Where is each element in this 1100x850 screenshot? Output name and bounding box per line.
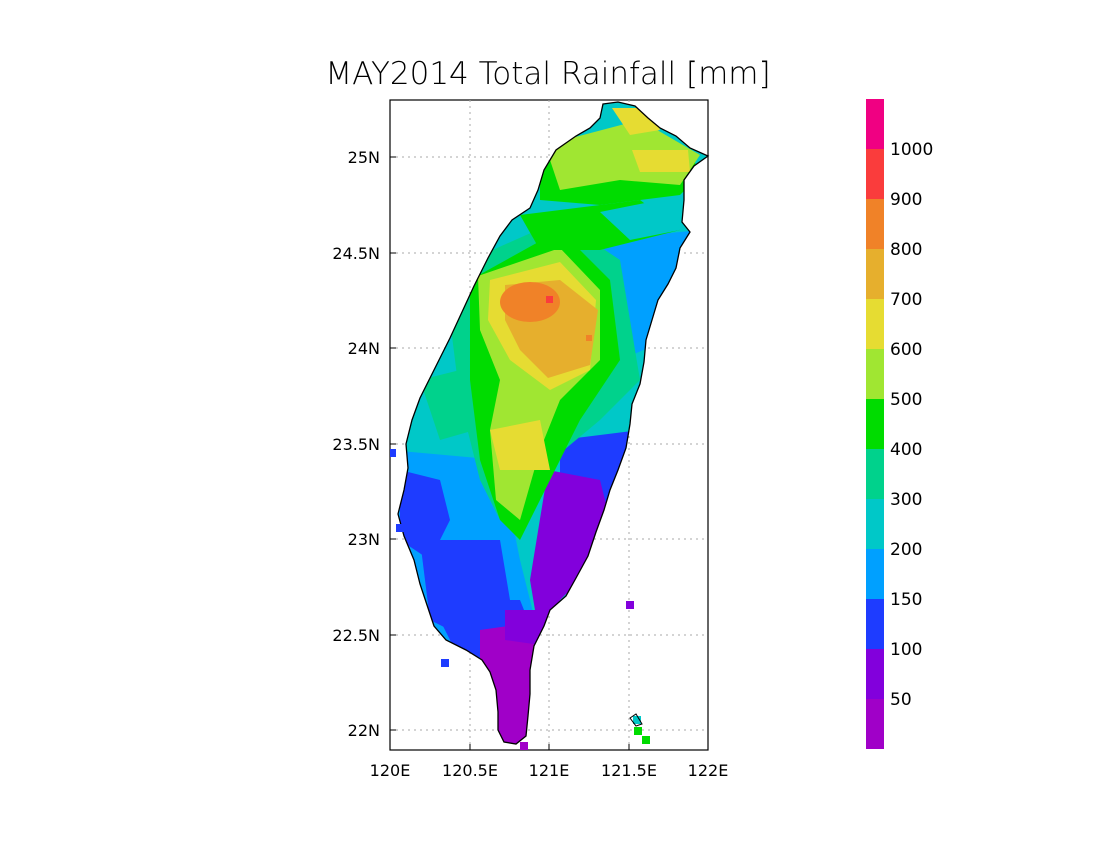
x-tick-label: 120E (370, 761, 411, 780)
colorbar-segment (866, 649, 884, 699)
y-tick-label: 23.5N (332, 435, 380, 454)
colorbar-label: 150 (890, 590, 922, 610)
colorbar-label: 1000 (890, 140, 933, 160)
colorbar-label: 600 (890, 340, 922, 360)
colorbar-segment (866, 149, 884, 199)
colorbar-segment (866, 249, 884, 299)
axis-ticks (389, 156, 709, 750)
x-tick-label: 122E (688, 761, 729, 780)
colorbar-segment (866, 499, 884, 549)
colorbar-segment (866, 299, 884, 349)
x-tick-label: 120.5E (442, 761, 498, 780)
colorbar-label: 400 (890, 440, 922, 460)
colorbar-label: 500 (890, 390, 922, 410)
y-tick-label: 24N (348, 339, 380, 358)
colorbar-segment (866, 449, 884, 499)
y-tick-labels: 22N 22.5N 23N 23.5N 24N 24.5N 25N (332, 148, 380, 740)
x-tick-label: 121E (529, 761, 570, 780)
colorbar-label: 50 (890, 690, 912, 710)
colorbar-segment (866, 599, 884, 649)
colorbar-label: 200 (890, 540, 922, 560)
colorbar-label: 700 (890, 290, 922, 310)
y-tick-label: 24.5N (332, 244, 380, 263)
colorbar-label: 100 (890, 640, 922, 660)
y-tick-label: 22N (348, 721, 380, 740)
colorbar-segment (866, 99, 884, 149)
colorbar-label: 900 (890, 190, 922, 210)
colorbar-segment (866, 699, 884, 749)
colorbar: 50 100 150 200 300 400 500 600 700 800 900 1000 (866, 99, 933, 749)
map-title: MAY2014 Total Rainfall [mm] (325, 56, 770, 92)
colorbar-label: 800 (890, 240, 922, 260)
x-tick-label: 121.5E (601, 761, 657, 780)
y-tick-label: 25N (348, 148, 380, 167)
colorbar-segment (866, 349, 884, 399)
colorbar-segment (866, 549, 884, 599)
colorbar-segment (866, 199, 884, 249)
y-tick-label: 23N (348, 530, 380, 549)
y-tick-label: 22.5N (332, 626, 380, 645)
colorbar-label: 300 (890, 490, 922, 510)
colorbar-segment (866, 399, 884, 449)
outlying-pixels (390, 449, 650, 750)
x-tick-labels: 120E 120.5E 121E 121.5E 122E (370, 761, 729, 780)
